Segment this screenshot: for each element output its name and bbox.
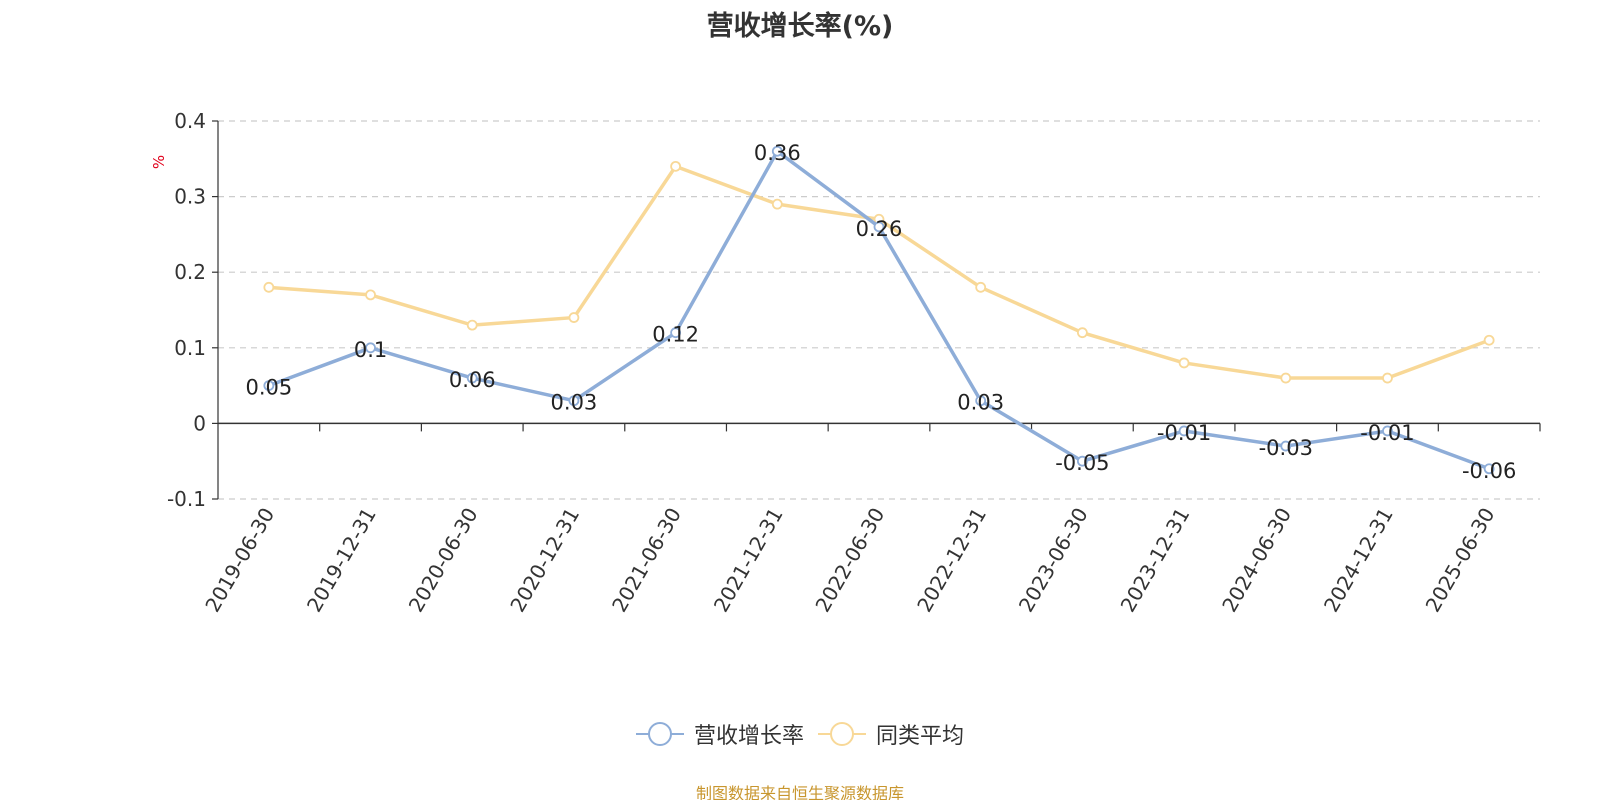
data-point-peer-average <box>1076 327 1088 339</box>
x-tick-label: 2020-06-30 <box>404 504 483 617</box>
legend-label-revenue-growth: 营收增长率 <box>693 724 804 749</box>
y-axis-label: % <box>150 155 168 169</box>
data-point-revenue-growth <box>975 395 987 407</box>
data-point-peer-average <box>263 281 275 293</box>
x-tick-label: 2023-12-31 <box>1116 504 1195 617</box>
data-label: 0.12 <box>652 323 699 347</box>
x-tick-label: 2019-06-30 <box>200 504 279 617</box>
x-tick-label: 2024-12-31 <box>1319 504 1398 617</box>
data-point-peer-average <box>975 281 987 293</box>
data-point-peer-average <box>1483 334 1495 346</box>
legend-swatch-revenue-growth <box>635 722 684 746</box>
data-label: 0.36 <box>754 141 801 165</box>
legend-label-peer-average: 同类平均 <box>876 724 965 749</box>
data-point-peer-average <box>771 198 783 210</box>
y-tick-label: 0.1 <box>174 336 206 360</box>
x-tick-label: 2023-06-30 <box>1014 504 1093 617</box>
y-tick-label: 0.3 <box>174 185 206 209</box>
data-label: -0.06 <box>1462 459 1516 483</box>
source-note: 制图数据来自恒生聚源数据库 <box>695 784 904 800</box>
data-point-peer-average <box>1178 357 1190 369</box>
y-tick-label: -0.1 <box>167 487 206 511</box>
data-point-peer-average <box>1382 372 1393 384</box>
x-tick-label: 2025-06-30 <box>1421 504 1500 617</box>
data-point-revenue-growth <box>1483 463 1495 475</box>
line-chart: -0.1 0 0.1 0.2 0.3 0.4% 2019-06-30 2019-12-31 20… <box>150 109 1541 617</box>
x-tick-label: 2022-06-30 <box>810 504 889 617</box>
data-label: -0.03 <box>1259 436 1313 460</box>
data-point-peer-average <box>670 160 682 172</box>
y-tick-label: 0.4 <box>174 109 206 133</box>
x-tick-label: 2024-06-30 <box>1217 504 1296 617</box>
data-point-peer-average <box>466 319 478 331</box>
x-tick-label: 2019-12-31 <box>302 504 381 617</box>
x-tick-label: 2022-12-31 <box>912 504 991 617</box>
data-point-revenue-growth <box>771 145 783 157</box>
legend-item-peer-average[interactable]: 同类平均 <box>818 718 964 750</box>
data-point-revenue-growth <box>568 395 580 407</box>
data-point-peer-average <box>568 312 580 323</box>
data-label: 0.03 <box>957 391 1004 415</box>
data-point-revenue-growth <box>873 221 885 233</box>
y-tick-label: 0.2 <box>174 260 206 284</box>
legend-swatch-peer-average <box>818 722 866 746</box>
data-label: 0.26 <box>856 217 903 241</box>
data-label: -0.05 <box>1055 451 1109 475</box>
chart-title: 营收增长率(%) <box>706 11 894 42</box>
data-label: 0.06 <box>449 368 496 392</box>
x-tick-label: 2021-06-30 <box>607 504 686 617</box>
data-point-revenue-growth <box>1382 425 1393 437</box>
x-tick-label: 2021-12-31 <box>709 504 788 617</box>
data-label: -0.01 <box>1157 421 1211 445</box>
data-point-revenue-growth <box>263 380 275 392</box>
y-tick-label: 0 <box>193 411 206 435</box>
data-point-revenue-growth <box>466 372 478 384</box>
data-point-revenue-growth <box>1076 455 1088 467</box>
data-point-revenue-growth <box>670 327 682 339</box>
data-point-peer-average <box>365 289 376 301</box>
x-tick-label: 2020-12-31 <box>505 504 584 617</box>
data-label: 0.1 <box>354 338 387 362</box>
series-line-revenue-growth <box>267 149 1491 471</box>
legend-item-revenue-growth[interactable]: 营收增长率 <box>635 718 804 750</box>
data-point-peer-average <box>1280 372 1292 384</box>
data-label: 0.03 <box>551 391 598 415</box>
legend: 营收增长率 同类平均 <box>0 718 1600 750</box>
data-point-revenue-growth <box>365 342 376 354</box>
data-point-revenue-growth <box>1178 425 1190 437</box>
data-point-revenue-growth <box>1280 440 1292 452</box>
data-label: 0.05 <box>245 376 292 400</box>
data-label: -0.01 <box>1360 421 1414 445</box>
